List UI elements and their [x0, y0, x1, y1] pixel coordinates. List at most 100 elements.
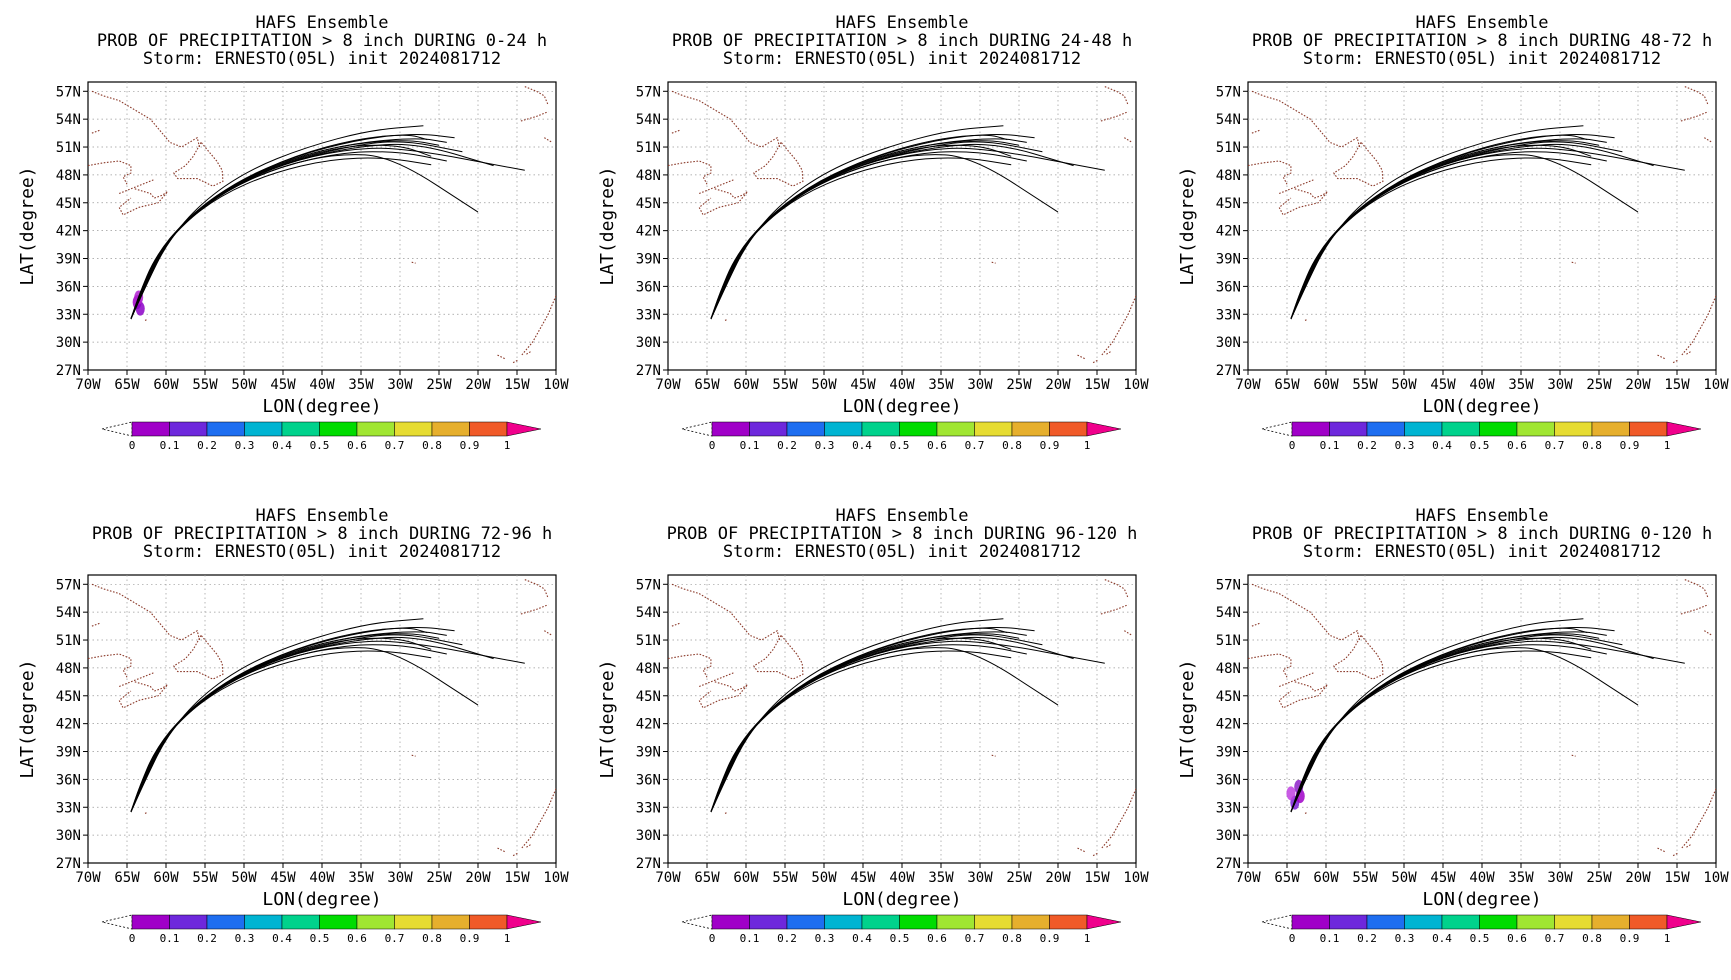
colorbar-segment	[131, 421, 170, 437]
colorbar-tick-label: 0.2	[777, 932, 797, 945]
colorbar-segment	[281, 421, 320, 437]
x-tick-label: 45W	[270, 870, 296, 886]
coastline-segment	[698, 188, 749, 216]
colorbar-tick-label: 0.6	[927, 932, 947, 945]
ensemble-track	[1290, 650, 1592, 813]
coastline-segment	[173, 635, 224, 680]
colorbar-tick-label: 0.7	[385, 439, 405, 452]
colorbar-segment	[1441, 421, 1480, 437]
panel-title-ensemble: HAFS Ensemble	[255, 506, 388, 526]
map-content	[668, 579, 1136, 857]
y-tick-label: 39N	[56, 745, 81, 761]
x-tick-label: 40W	[889, 870, 915, 886]
x-tick-label: 20W	[465, 870, 491, 886]
coastline-segment	[671, 90, 781, 148]
colorbar-segment	[1516, 421, 1555, 437]
colorbar-segment	[356, 421, 395, 437]
y-axis-label: LAT(degree)	[1177, 166, 1198, 285]
y-tick-label: 36N	[1216, 279, 1241, 295]
x-tick-label: 45W	[270, 377, 296, 393]
x-tick-label: 65W	[694, 870, 720, 886]
colorbar-tick-label: 0.9	[460, 932, 480, 945]
x-tick-label: 70W	[1235, 870, 1261, 886]
y-axis-label: LAT(degree)	[597, 166, 618, 285]
colorbar-over-triangle	[1666, 421, 1702, 437]
colorbar-segment	[711, 421, 750, 437]
coastline-segment	[1251, 622, 1260, 627]
coastline-segment	[1278, 188, 1329, 216]
y-tick-label: 36N	[636, 772, 661, 788]
colorbar-tick-label: 0.2	[197, 439, 217, 452]
coastline-segment	[1124, 137, 1133, 143]
colorbar-tick-label: 0.7	[1545, 932, 1565, 945]
colorbar-segment	[1404, 914, 1443, 930]
y-tick-label: 51N	[1216, 140, 1241, 156]
coastlines	[668, 86, 1136, 364]
colorbar-tick-label: 0.9	[1620, 439, 1640, 452]
y-tick-label: 42N	[636, 717, 661, 733]
coastline-segment	[497, 847, 506, 853]
coastline-segment	[520, 788, 556, 850]
coastline-segment	[1251, 583, 1361, 641]
colorbar-tick-label: 0.7	[385, 932, 405, 945]
coastline-segment	[173, 142, 224, 187]
colorbar-under-triangle	[1261, 914, 1293, 930]
x-tick-label: 55W	[192, 377, 218, 393]
x-tick-label: 20W	[1045, 870, 1071, 886]
colorbar-segment	[824, 914, 863, 930]
colorbar-tick-label: 0.4	[272, 932, 292, 945]
colorbar-segment	[206, 914, 245, 930]
colorbar-segment	[936, 421, 975, 437]
panel-title-storm: Storm: ERNESTO(05L) init 2024081712	[723, 542, 1081, 562]
colorbar-segment	[469, 421, 508, 437]
coastline-segment	[991, 754, 996, 757]
colorbar-segment	[1479, 914, 1518, 930]
coastline-segment	[1077, 354, 1086, 360]
y-tick-label: 45N	[1216, 689, 1241, 705]
colorbar-tick-label: 0.8	[1002, 932, 1022, 945]
ensemble-track	[1290, 157, 1592, 320]
colorbar-tick-label: 0.3	[1395, 439, 1415, 452]
x-tick-label: 70W	[75, 870, 101, 886]
x-tick-label: 10W	[543, 870, 569, 886]
colorbar-under-triangle	[681, 914, 713, 930]
colorbar-tick-label: 0.8	[1582, 439, 1602, 452]
x-tick-label: 10W	[543, 377, 569, 393]
panel-title-storm: Storm: ERNESTO(05L) init 2024081712	[1303, 542, 1661, 562]
y-tick-label: 54N	[636, 112, 661, 128]
y-tick-label: 36N	[1216, 772, 1241, 788]
panel-title-variable: PROB OF PRECIPITATION > 8 inch DURING 0-…	[97, 31, 547, 51]
colorbar-segment	[936, 914, 975, 930]
x-tick-label: 60W	[153, 377, 179, 393]
colorbar-segment	[319, 914, 358, 930]
y-tick-label: 57N	[56, 84, 81, 100]
x-tick-label: 35W	[348, 377, 374, 393]
coastline-segment	[497, 354, 506, 360]
colorbar-segment	[1329, 421, 1368, 437]
colorbar-under-triangle	[1261, 421, 1293, 437]
x-tick-label: 10W	[1123, 870, 1149, 886]
gridlines	[88, 575, 556, 863]
colorbar-over-triangle	[1666, 914, 1702, 930]
coastline-segment	[671, 583, 781, 641]
coastline-segment	[118, 681, 169, 709]
panel-title-storm: Storm: ERNESTO(05L) init 2024081712	[1303, 49, 1661, 69]
coastline-segment	[1100, 111, 1129, 122]
x-tick-label: 65W	[114, 870, 140, 886]
y-tick-label: 33N	[1216, 307, 1241, 323]
gridlines	[1248, 575, 1716, 863]
y-tick-label: 33N	[636, 800, 661, 816]
y-tick-label: 57N	[1216, 577, 1241, 593]
panel-title-variable: PROB OF PRECIPITATION > 8 inch DURING 72…	[92, 524, 553, 544]
coastline-segment	[671, 622, 680, 627]
colorbar: 0 0.1 0.2 0.3 0.4 0.5 0.6 0.7 0.8 0.9 1	[1261, 914, 1702, 945]
x-axis-label: LON(degree)	[1422, 396, 1541, 417]
coastline-segment	[698, 681, 749, 709]
coastline-segment	[1684, 579, 1709, 599]
